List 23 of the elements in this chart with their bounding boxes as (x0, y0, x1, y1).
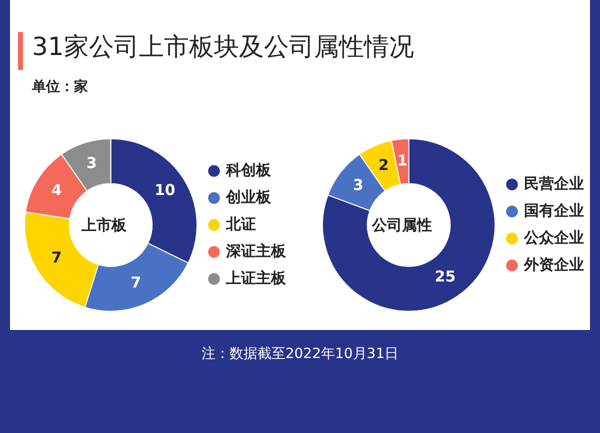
text: 上市板 (82, 216, 126, 234)
legend-label: 公众企业 (523, 228, 584, 246)
chart-subtitle: 单位：家 (32, 78, 88, 96)
legend-label: 创业板 (225, 188, 272, 206)
data-label: 25 (434, 267, 456, 286)
legend-label: 上证主板 (225, 268, 287, 287)
data-label: 4 (51, 181, 62, 200)
legend-label: 外资企业 (523, 255, 584, 274)
legend-label: 深证主板 (225, 242, 287, 260)
text: 公司属性 (372, 216, 432, 234)
data-label: 10 (154, 181, 176, 200)
data-label: 2 (378, 156, 389, 174)
data-label: 7 (51, 248, 62, 267)
text: 注：数据截至2022年10月31日 (200, 345, 400, 363)
data-label: 3 (353, 176, 364, 194)
data-label: 7 (130, 274, 142, 292)
data-label: 1 (397, 151, 408, 170)
legend-label: 国有企业 (524, 201, 584, 220)
chart-title: 31家公司上市板块及公司属性情况 (32, 31, 414, 63)
legend-label: 科创板 (225, 160, 272, 179)
legend-label: 北证 (225, 214, 256, 233)
legend-label: 民营企业 (524, 174, 584, 192)
data-label: 3 (86, 154, 97, 172)
